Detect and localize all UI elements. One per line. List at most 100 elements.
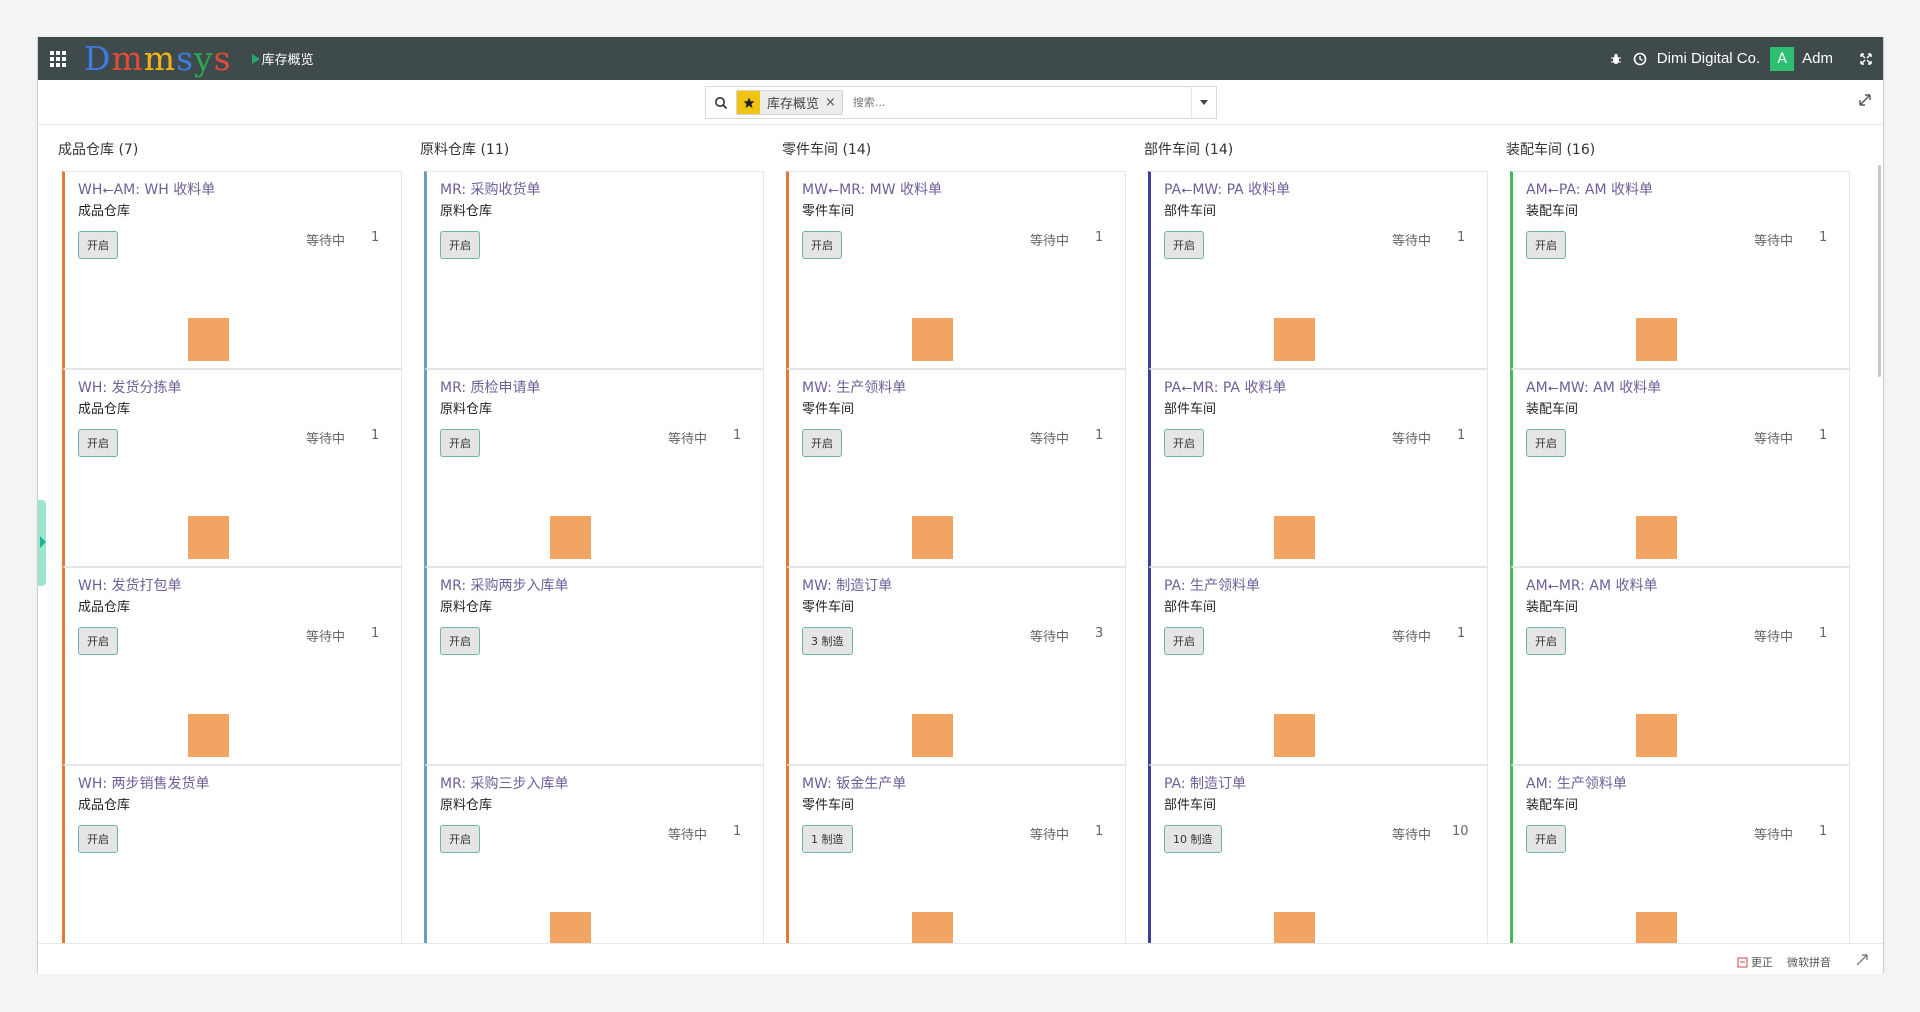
operation-type-card[interactable]: AM⭠MW: AM 收料单 装配车间 开启 等待中 1 bbox=[1510, 369, 1850, 567]
waiting-label[interactable]: 等待中 bbox=[1030, 234, 1070, 249]
card-action-button[interactable]: 开启 bbox=[440, 627, 480, 655]
waiting-label[interactable]: 等待中 bbox=[668, 828, 708, 843]
card-title[interactable]: MR: 采购收货单 bbox=[440, 182, 541, 198]
card-action-button[interactable]: 开启 bbox=[78, 825, 118, 853]
waiting-count[interactable]: 1 bbox=[371, 230, 380, 245]
operation-type-card[interactable]: AM⭠PA: AM 收料单 装配车间 开启 等待中 1 bbox=[1510, 171, 1850, 369]
card-action-button[interactable]: 开启 bbox=[1164, 231, 1204, 259]
card-title[interactable]: AM⭠PA: AM 收料单 bbox=[1526, 182, 1654, 198]
waiting-count[interactable]: 1 bbox=[733, 428, 742, 443]
operation-type-card[interactable]: PA: 生产领料单 部件车间 开启 等待中 1 bbox=[1148, 567, 1488, 765]
user-menu[interactable]: Adm bbox=[1802, 50, 1833, 67]
waiting-count[interactable]: 1 bbox=[1457, 428, 1466, 443]
card-title[interactable]: PA⭠MW: PA 收料单 bbox=[1164, 182, 1291, 198]
card-title[interactable]: MW: 钣金生产单 bbox=[802, 776, 907, 792]
waiting-count[interactable]: 10 bbox=[1452, 824, 1469, 839]
card-title[interactable]: MW: 生产领料单 bbox=[802, 380, 907, 396]
waiting-label[interactable]: 等待中 bbox=[1392, 828, 1432, 843]
waiting-count[interactable]: 1 bbox=[371, 428, 380, 443]
card-title[interactable]: AM: 生产领料单 bbox=[1526, 776, 1627, 792]
card-action-button[interactable]: 开启 bbox=[1526, 231, 1566, 259]
waiting-count[interactable]: 3 bbox=[1095, 626, 1104, 641]
correct-button[interactable]: 更正 bbox=[1751, 956, 1773, 969]
waiting-label[interactable]: 等待中 bbox=[1754, 432, 1794, 447]
operation-type-card[interactable]: MW: 制造订单 零件车间 3 制造 等待中 3 bbox=[786, 567, 1126, 765]
card-action-button[interactable]: 开启 bbox=[802, 231, 842, 259]
operation-type-card[interactable]: MR: 采购三步入库单 原料仓库 开启 等待中 1 bbox=[424, 765, 764, 943]
waiting-count[interactable]: 1 bbox=[1457, 230, 1466, 245]
card-action-button[interactable]: 1 制造 bbox=[802, 825, 853, 853]
operation-type-card[interactable]: MR: 质检申请单 原料仓库 开启 等待中 1 bbox=[424, 369, 764, 567]
waiting-label[interactable]: 等待中 bbox=[1392, 630, 1432, 645]
operation-type-card[interactable]: AM: 生产领料单 装配车间 开启 等待中 1 bbox=[1510, 765, 1850, 943]
card-title[interactable]: PA: 生产领料单 bbox=[1164, 578, 1261, 594]
card-title[interactable]: PA: 制造订单 bbox=[1164, 776, 1247, 792]
waiting-count[interactable]: 1 bbox=[1819, 428, 1828, 443]
resize-icon[interactable] bbox=[1855, 953, 1869, 967]
apps-grid-icon[interactable] bbox=[50, 50, 66, 67]
bug-icon[interactable] bbox=[1609, 52, 1623, 66]
waiting-label[interactable]: 等待中 bbox=[1392, 432, 1432, 447]
waiting-label[interactable]: 等待中 bbox=[306, 234, 346, 249]
operation-type-card[interactable]: WH⭠AM: WH 收料单 成品仓库 开启 等待中 1 bbox=[62, 171, 402, 369]
card-action-button[interactable]: 开启 bbox=[78, 429, 118, 457]
card-title[interactable]: AM⭠MR: AM 收料单 bbox=[1526, 578, 1658, 594]
waiting-count[interactable]: 1 bbox=[1457, 626, 1466, 641]
card-title[interactable]: MW: 制造订单 bbox=[802, 578, 893, 594]
waiting-count[interactable]: 1 bbox=[1095, 230, 1104, 245]
card-action-button[interactable]: 开启 bbox=[78, 231, 118, 259]
card-title[interactable]: WH: 发货分拣单 bbox=[78, 380, 182, 396]
operation-type-card[interactable]: MW: 钣金生产单 零件车间 1 制造 等待中 1 bbox=[786, 765, 1126, 943]
avatar[interactable]: A bbox=[1770, 46, 1795, 71]
waiting-count[interactable]: 1 bbox=[733, 824, 742, 839]
company-switcher[interactable]: Dimi Digital Co. bbox=[1656, 50, 1761, 67]
card-action-button[interactable]: 开启 bbox=[440, 825, 480, 853]
card-action-button[interactable]: 开启 bbox=[1526, 429, 1566, 457]
operation-type-card[interactable]: WH: 发货分拣单 成品仓库 开启 等待中 1 bbox=[62, 369, 402, 567]
search-bar[interactable]: 库存概览 × bbox=[705, 86, 1217, 119]
waiting-label[interactable]: 等待中 bbox=[668, 432, 708, 447]
waiting-label[interactable]: 等待中 bbox=[1030, 828, 1070, 843]
card-action-button[interactable]: 开启 bbox=[440, 429, 480, 457]
clock-icon[interactable] bbox=[1633, 52, 1647, 66]
operation-type-card[interactable]: WH: 两步销售发货单 成品仓库 开启 bbox=[62, 765, 402, 943]
card-action-button[interactable]: 开启 bbox=[440, 231, 480, 259]
brand-logo[interactable]: Dmmsys bbox=[84, 37, 232, 80]
waiting-label[interactable]: 等待中 bbox=[1030, 630, 1070, 645]
waiting-count[interactable]: 1 bbox=[1095, 428, 1104, 443]
fullscreen-icon[interactable] bbox=[1857, 92, 1873, 108]
card-title[interactable]: WH⭠AM: WH 收料单 bbox=[78, 182, 216, 198]
card-action-button[interactable]: 开启 bbox=[1526, 825, 1566, 853]
waiting-label[interactable]: 等待中 bbox=[1754, 630, 1794, 645]
waiting-label[interactable]: 等待中 bbox=[1754, 234, 1794, 249]
waiting-count[interactable]: 1 bbox=[371, 626, 380, 641]
operation-type-card[interactable]: PA⭠MR: PA 收料单 部件车间 开启 等待中 1 bbox=[1148, 369, 1488, 567]
card-action-button[interactable]: 10 制造 bbox=[1164, 825, 1222, 853]
expand-icon[interactable] bbox=[1859, 52, 1873, 66]
card-action-button[interactable]: 开启 bbox=[1526, 627, 1566, 655]
waiting-label[interactable]: 等待中 bbox=[1392, 234, 1432, 249]
waiting-count[interactable]: 1 bbox=[1819, 626, 1828, 641]
card-title[interactable]: AM⭠MW: AM 收料单 bbox=[1526, 380, 1662, 396]
operation-type-card[interactable]: PA: 制造订单 部件车间 10 制造 等待中 10 bbox=[1148, 765, 1488, 943]
waiting-count[interactable]: 1 bbox=[1819, 230, 1828, 245]
waiting-label[interactable]: 等待中 bbox=[1754, 828, 1794, 843]
card-title[interactable]: WH: 两步销售发货单 bbox=[78, 776, 210, 792]
vertical-scrollbar[interactable] bbox=[1878, 165, 1881, 377]
card-action-button[interactable]: 开启 bbox=[1164, 627, 1204, 655]
waiting-label[interactable]: 等待中 bbox=[306, 630, 346, 645]
card-action-button[interactable]: 开启 bbox=[1164, 429, 1204, 457]
operation-type-card[interactable]: PA⭠MW: PA 收料单 部件车间 开启 等待中 1 bbox=[1148, 171, 1488, 369]
operation-type-card[interactable]: MR: 采购两步入库单 原料仓库 开启 bbox=[424, 567, 764, 765]
operation-type-card[interactable]: MW: 生产领料单 零件车间 开启 等待中 1 bbox=[786, 369, 1126, 567]
card-title[interactable]: MR: 采购两步入库单 bbox=[440, 578, 569, 594]
card-title[interactable]: MW⭠MR: MW 收料单 bbox=[802, 182, 943, 198]
operation-type-card[interactable]: WH: 发货打包单 成品仓库 开启 等待中 1 bbox=[62, 567, 402, 765]
side-panel-toggle[interactable] bbox=[38, 500, 46, 586]
search-options-toggle[interactable] bbox=[1191, 87, 1216, 118]
waiting-label[interactable]: 等待中 bbox=[1030, 432, 1070, 447]
waiting-count[interactable]: 1 bbox=[1819, 824, 1828, 839]
operation-type-card[interactable]: MR: 采购收货单 原料仓库 开启 bbox=[424, 171, 764, 369]
search-icon[interactable] bbox=[714, 96, 728, 110]
card-title[interactable]: MR: 采购三步入库单 bbox=[440, 776, 569, 792]
